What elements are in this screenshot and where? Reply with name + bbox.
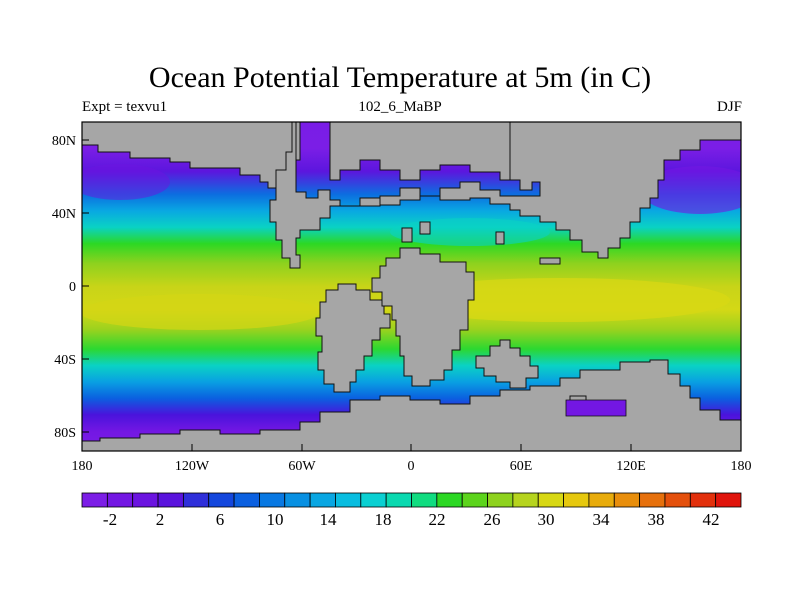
- figure-title: Ocean Potential Temperature at 5m (in C): [148, 61, 652, 94]
- colorbar-box: [512, 492, 539, 508]
- colorbar-box: [715, 492, 742, 508]
- colorbar-box: [208, 492, 235, 508]
- colorbar-label: 26: [484, 510, 501, 529]
- x-tick-label: 60W: [288, 459, 316, 474]
- y-tick-label: 40S: [54, 353, 76, 368]
- colorbar-box: [259, 492, 286, 508]
- colorbar-box: [689, 492, 717, 508]
- colorbar-box: [157, 492, 184, 508]
- eurasia: [340, 122, 741, 259]
- colorbar-box: [335, 492, 362, 508]
- colorbar-label: -2: [103, 510, 117, 529]
- colorbar-label: 18: [375, 510, 392, 529]
- colorbar-box: [487, 492, 514, 508]
- x-tick-label: 120E: [616, 459, 646, 474]
- south-america: [315, 283, 391, 393]
- tethys-islands: [401, 221, 561, 265]
- y-tick-label: 0: [69, 280, 76, 295]
- y-tick-label: 40N: [52, 207, 76, 222]
- colorbar-box: [284, 492, 311, 508]
- warm-pool-pacific: [82, 294, 320, 330]
- colorbar-label: 22: [429, 510, 446, 529]
- x-tick-label: 120W: [175, 459, 210, 474]
- season-label: DJF: [716, 99, 742, 115]
- colorbar-box: [639, 492, 666, 508]
- x-tick-marks: [81, 444, 742, 451]
- colorbar-box: [106, 492, 134, 508]
- cold-pool-south-indian: [565, 399, 627, 417]
- colorbar-box: [385, 492, 412, 508]
- colorbar-label: 38: [648, 510, 665, 529]
- colorbar-box: [588, 492, 615, 508]
- x-tick-label: 60E: [510, 459, 533, 474]
- colorbar-label: 14: [320, 510, 338, 529]
- y-tick-label: 80N: [52, 134, 76, 149]
- y-tick-label: 80S: [54, 426, 76, 441]
- cold-pool-north-pacific: [640, 166, 741, 214]
- colorbar-box: [664, 492, 691, 508]
- x-tick-label: 180: [72, 459, 93, 474]
- colorbar-label: 34: [593, 510, 611, 529]
- north-atlantic-land: [329, 122, 511, 181]
- colorbar-label: 10: [267, 510, 284, 529]
- colorbar-box: [436, 492, 463, 508]
- india-australia: [475, 339, 539, 389]
- colorbar-box: [360, 492, 387, 508]
- colorbar-box: [563, 492, 590, 508]
- colorbar-label: 6: [216, 510, 225, 529]
- tethys-band: [390, 218, 550, 246]
- land-masses: [82, 122, 741, 451]
- experiment-label: Expt = texvu1: [82, 99, 168, 115]
- warm-pool-indian-pacific: [390, 278, 730, 322]
- colorbar-label: 30: [538, 510, 555, 529]
- antarctica: [82, 359, 741, 451]
- colorbar-box: [233, 492, 260, 508]
- colorbar-box: [309, 492, 336, 508]
- cold-pool-northwest: [82, 164, 170, 200]
- colorbar-labels: -2 2 6 10 14 18 22 26 30 34 38 42: [103, 510, 720, 529]
- colorbar-label: 2: [156, 510, 165, 529]
- colorbar: [81, 492, 742, 508]
- colorbar-box: [81, 492, 108, 508]
- colorbar-box: [132, 492, 159, 508]
- colorbar-label: 42: [703, 510, 720, 529]
- colorbar-box: [182, 492, 210, 508]
- colorbar-box: [411, 492, 438, 508]
- north-america: [269, 122, 341, 269]
- colorbar-box: [613, 492, 641, 508]
- y-tick-marks: [82, 139, 89, 433]
- x-tick-label: 0: [408, 459, 415, 474]
- colorbar-box: [461, 492, 488, 508]
- x-tick-label: 180: [731, 459, 752, 474]
- period-label: 102_6_MaBP: [358, 99, 442, 115]
- map-area: [82, 122, 741, 451]
- colorbar-box: [537, 492, 564, 508]
- africa: [371, 247, 475, 387]
